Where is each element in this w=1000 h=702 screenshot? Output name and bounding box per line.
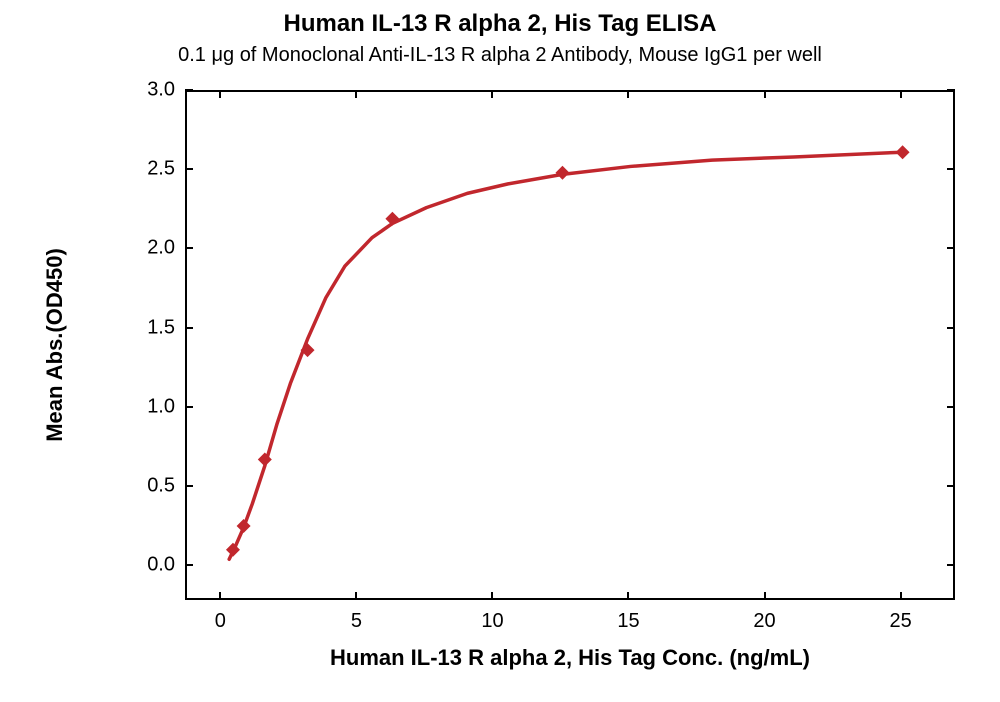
y-tick-label: 0.0 bbox=[147, 554, 175, 577]
chart-svg bbox=[187, 92, 957, 602]
y-tick-label: 2.5 bbox=[147, 158, 175, 181]
y-axis-label: Mean Abs.(OD450) bbox=[42, 248, 68, 442]
y-tick-mark bbox=[185, 564, 193, 566]
x-tick-label: 5 bbox=[351, 610, 362, 633]
y-tick-label: 2.0 bbox=[147, 237, 175, 260]
y-tick-mark bbox=[947, 168, 955, 170]
x-tick-label: 10 bbox=[481, 610, 503, 633]
y-tick-mark bbox=[185, 406, 193, 408]
x-axis-label: Human IL-13 R alpha 2, His Tag Conc. (ng… bbox=[185, 645, 955, 671]
x-tick-mark bbox=[764, 90, 766, 98]
fitted-curve bbox=[229, 152, 902, 559]
y-tick-label: 0.5 bbox=[147, 474, 175, 497]
y-tick-mark bbox=[185, 168, 193, 170]
x-tick-mark bbox=[355, 90, 357, 98]
y-tick-label: 1.0 bbox=[147, 395, 175, 418]
y-tick-mark bbox=[185, 327, 193, 329]
x-tick-mark bbox=[355, 592, 357, 600]
x-tick-mark bbox=[491, 592, 493, 600]
y-tick-mark bbox=[185, 247, 193, 249]
data-point-marker bbox=[896, 145, 910, 159]
chart-title: Human IL-13 R alpha 2, His Tag ELISA bbox=[0, 10, 1000, 38]
x-tick-mark bbox=[764, 592, 766, 600]
y-tick-label: 1.5 bbox=[147, 316, 175, 339]
y-tick-mark bbox=[947, 89, 955, 91]
chart-subtitle: 0.1 μg of Monoclonal Anti-IL-13 R alpha … bbox=[0, 44, 1000, 67]
y-tick-mark bbox=[947, 406, 955, 408]
y-tick-mark bbox=[185, 485, 193, 487]
x-tick-label: 0 bbox=[215, 610, 226, 633]
data-point-marker bbox=[555, 166, 569, 180]
plot-area bbox=[185, 90, 955, 600]
x-tick-mark bbox=[627, 592, 629, 600]
y-tick-mark bbox=[185, 89, 193, 91]
x-tick-mark bbox=[491, 90, 493, 98]
x-tick-mark bbox=[627, 90, 629, 98]
data-point-marker bbox=[237, 519, 251, 533]
elisa-chart: Human IL-13 R alpha 2, His Tag ELISA 0.1… bbox=[0, 0, 1000, 702]
y-tick-mark bbox=[947, 247, 955, 249]
x-tick-mark bbox=[900, 90, 902, 98]
y-tick-mark bbox=[947, 485, 955, 487]
x-tick-mark bbox=[219, 90, 221, 98]
y-tick-mark bbox=[947, 327, 955, 329]
x-tick-mark bbox=[219, 592, 221, 600]
x-tick-label: 25 bbox=[889, 610, 911, 633]
data-point-marker bbox=[385, 212, 399, 226]
x-tick-label: 20 bbox=[753, 610, 775, 633]
y-tick-mark bbox=[947, 564, 955, 566]
y-tick-label: 3.0 bbox=[147, 79, 175, 102]
x-tick-mark bbox=[900, 592, 902, 600]
x-tick-label: 15 bbox=[617, 610, 639, 633]
